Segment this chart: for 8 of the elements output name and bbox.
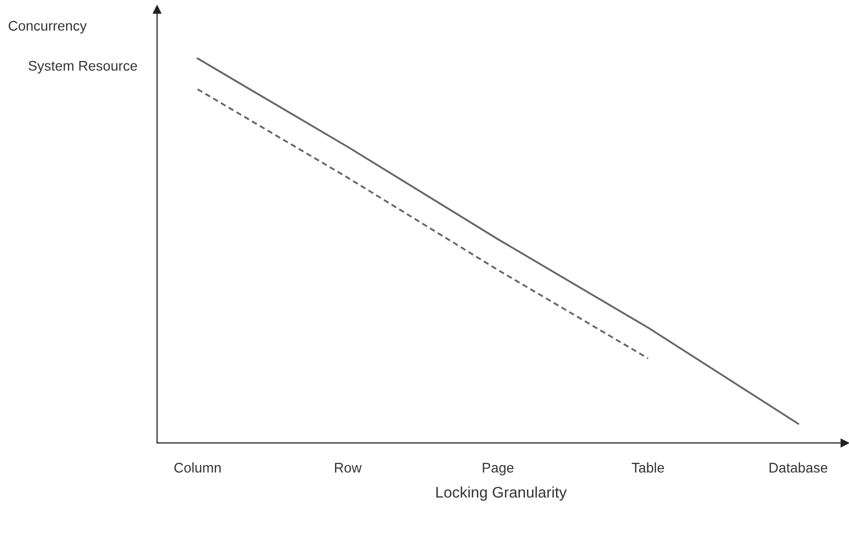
x-tick-label: Database [770, 462, 828, 473]
x-tick-label: Column [174, 462, 221, 473]
text: System Resource [28, 60, 137, 74]
x-tick-label: Table [632, 462, 664, 473]
text: Concurrency [8, 20, 87, 34]
x-tick-label: Row [335, 462, 362, 473]
x-axis-title: Locking Granularity [436, 486, 567, 501]
x-tick-label: Page [482, 462, 514, 476]
